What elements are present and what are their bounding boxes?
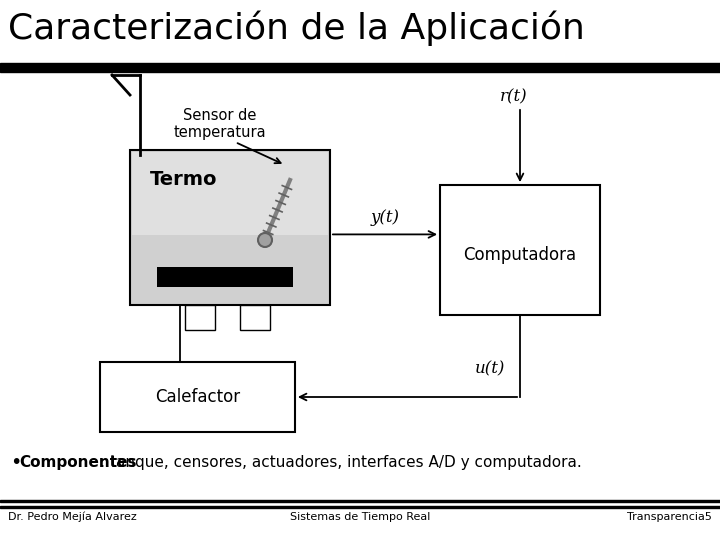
Text: Transparencia5: Transparencia5 bbox=[627, 512, 712, 522]
Text: y(t): y(t) bbox=[371, 210, 400, 226]
Bar bbox=[0, 506, 720, 508]
Text: Termo: Termo bbox=[150, 170, 217, 189]
Text: Sistemas de Tiempo Real: Sistemas de Tiempo Real bbox=[290, 512, 430, 522]
Text: Sensor de
temperatura: Sensor de temperatura bbox=[174, 107, 266, 140]
Text: Calefactor: Calefactor bbox=[155, 388, 240, 406]
Bar bbox=[0, 63, 720, 72]
Bar bbox=[440, 185, 600, 315]
Circle shape bbox=[258, 233, 272, 247]
Text: Computadora: Computadora bbox=[464, 246, 577, 264]
Text: u(t): u(t) bbox=[474, 360, 505, 377]
Bar bbox=[240, 305, 270, 330]
Text: Caracterización de la Aplicación: Caracterización de la Aplicación bbox=[8, 10, 585, 45]
Text: r(t): r(t) bbox=[500, 88, 528, 105]
Text: •: • bbox=[10, 453, 22, 471]
Bar bbox=[157, 267, 293, 287]
Text: Dr. Pedro Mejía Alvarez: Dr. Pedro Mejía Alvarez bbox=[8, 512, 137, 523]
Bar bbox=[0, 500, 720, 502]
Bar bbox=[185, 305, 215, 330]
Bar bbox=[132, 152, 328, 235]
Text: : tanque, censores, actuadores, interfaces A/D y computadora.: : tanque, censores, actuadores, interfac… bbox=[100, 455, 582, 469]
Bar bbox=[100, 362, 295, 432]
Bar bbox=[130, 150, 330, 305]
Text: Componentes: Componentes bbox=[19, 455, 137, 469]
Circle shape bbox=[108, 64, 116, 72]
